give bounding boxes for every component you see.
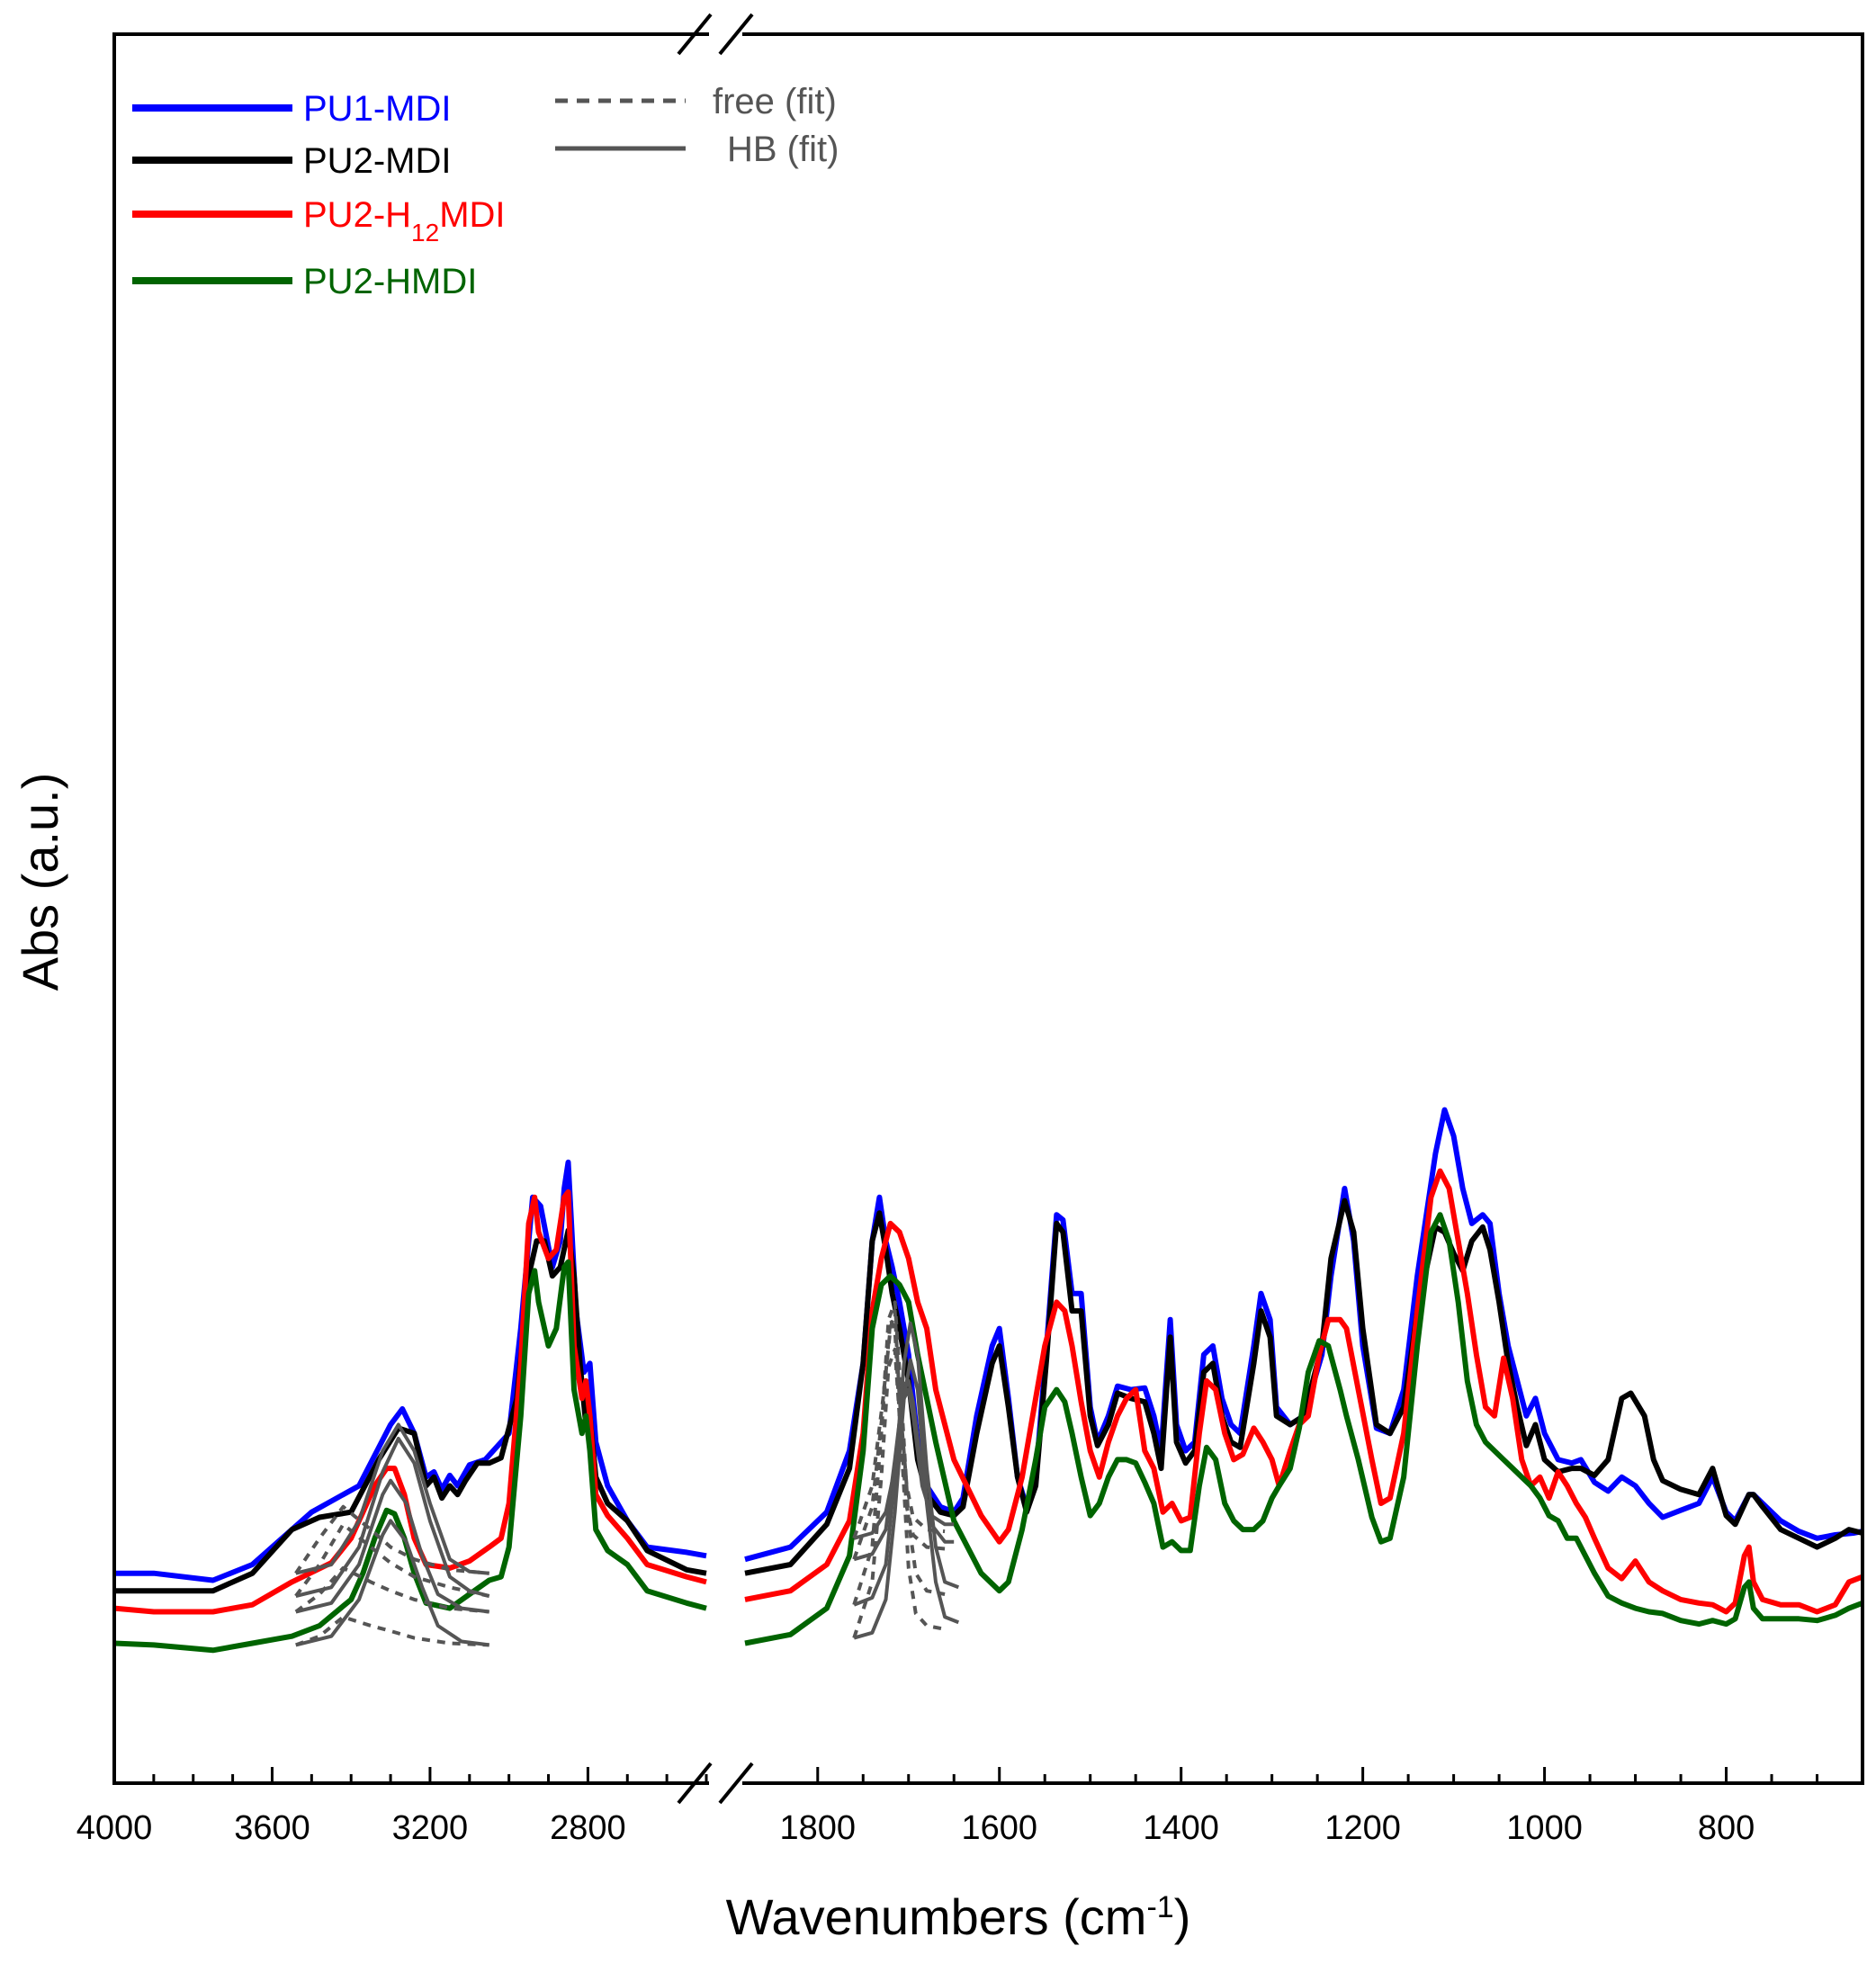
series-line-pu2-h12mdi-seg2 — [744, 1168, 1864, 1615]
fit-hb-pu2-h12mdi-1 — [295, 1478, 489, 1614]
x-tick-label-1600: 1600 — [961, 1809, 1037, 1847]
fit-free-pu1-mdi-0 — [294, 1504, 489, 1575]
legend-label-pu2-h12mdi-end: MDI — [439, 195, 505, 235]
y-axis-title: Abs (a.u.) — [12, 773, 68, 991]
fit-hb-pu2-hmdi-3 — [853, 1358, 960, 1640]
x-tick-label-3200: 3200 — [392, 1809, 469, 1847]
x-tick-label-1400: 1400 — [1143, 1809, 1219, 1847]
x-tick-label-1800: 1800 — [780, 1809, 857, 1847]
x-tick-label-1200: 1200 — [1324, 1809, 1401, 1847]
x-axis-title-exponent: -1 — [1146, 1890, 1173, 1924]
fit-free-pu2-hmdi-0 — [295, 1615, 489, 1647]
axis-break-mark-bottom-1 — [718, 1762, 754, 1805]
axis-break-mark-top-0 — [677, 13, 713, 56]
fit-free-pu2-mdi-2 — [852, 1317, 946, 1560]
series-line-pu2-hmdi-seg2 — [744, 1212, 1864, 1646]
series-line-pu2-h12mdi-seg1 — [113, 1188, 707, 1615]
series-line-pu1-mdi-seg1 — [114, 1159, 707, 1583]
fit-free-pu2-hmdi-2 — [852, 1347, 946, 1639]
fit-free-pu2-h12mdi-2 — [852, 1300, 946, 1606]
fit-layer — [294, 1300, 960, 1647]
x-tick-label-800: 800 — [1698, 1809, 1755, 1847]
x-tick-label-2800: 2800 — [550, 1809, 626, 1847]
fit-free-pu2-h12mdi-0 — [294, 1565, 489, 1614]
x-tick-label-3600: 3600 — [234, 1809, 310, 1847]
x-axis-title: Wavenumbers (cm-1) — [726, 1888, 1191, 1945]
legend-label-hb-fit: HB (fit) — [727, 130, 839, 169]
series-line-pu2-hmdi-seg1 — [113, 1259, 707, 1654]
x-axis-ticks: 4000 3600 3200 2800 1800 1600 1400 1200 1000 800 — [76, 1767, 1819, 1847]
legend-label-pu2-h12mdi: PU2-H12MDI — [303, 195, 506, 247]
legend-label-pu2-h12mdi-main: PU2-H — [303, 195, 411, 235]
plot-frame — [112, 32, 1864, 1785]
axis-break — [677, 13, 754, 1805]
legend-label-free-fit: free (fit) — [713, 82, 837, 121]
fit-free-pu2-mdi-0 — [294, 1522, 490, 1598]
legend-label-pu2-h12mdi-sub: 12 — [411, 219, 439, 247]
series-line-pu2-mdi-seg2 — [744, 1197, 1863, 1576]
axis-break-mark-top-1 — [718, 13, 754, 56]
legend-label-pu2-mdi: PU2-MDI — [303, 141, 451, 181]
fit-hb-pu1-mdi-3 — [853, 1387, 955, 1540]
x-axis-title-main: Wavenumbers (cm — [726, 1888, 1147, 1945]
legend-label-pu2-hmdi: PU2-HMDI — [303, 262, 477, 301]
series-layer — [113, 1107, 1864, 1654]
fit-hb-pu1-mdi-1 — [295, 1422, 489, 1575]
x-axis-title-end: ) — [1174, 1888, 1191, 1945]
axis-break-mark-bottom-0 — [677, 1762, 713, 1805]
fit-hb-pu2-h12mdi-3 — [853, 1321, 960, 1607]
x-tick-label-1000: 1000 — [1506, 1809, 1583, 1847]
legend: PU1-MDI PU2-MDI PU2-H12MDI PU2-HMDI free… — [132, 82, 839, 301]
x-tick-label-4000: 4000 — [76, 1809, 153, 1847]
fit-hb-pu2-hmdi-1 — [295, 1519, 489, 1647]
legend-label-pu1-mdi: PU1-MDI — [303, 89, 451, 129]
